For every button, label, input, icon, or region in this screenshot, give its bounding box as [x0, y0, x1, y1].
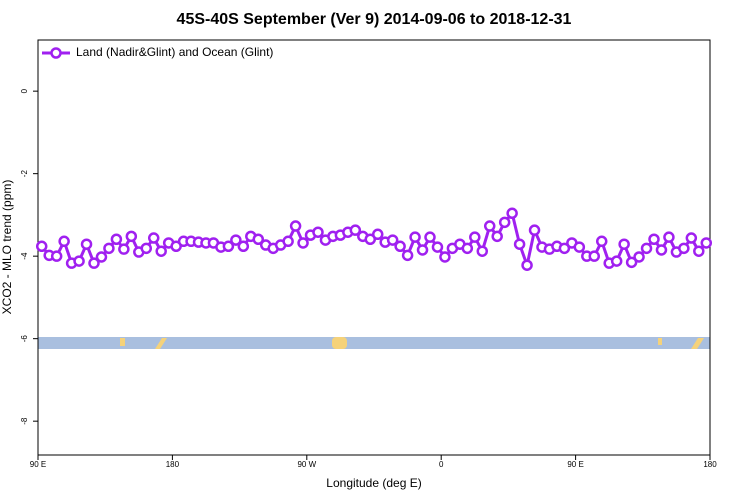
point: [222, 240, 235, 253]
y-tick-label: -8: [20, 417, 29, 425]
x-tick-label: 90 E: [567, 460, 583, 469]
point: [595, 235, 608, 248]
point: [655, 244, 668, 256]
point: [416, 244, 429, 256]
x-tick-label: 180: [703, 460, 717, 469]
chart-title: 45S-40S September (Ver 9) 2014-09-06 to …: [177, 11, 572, 28]
land-patch: [691, 338, 704, 349]
land-ocean-strip: [38, 337, 710, 349]
point: [401, 249, 414, 262]
y-tick-label: -2: [20, 170, 29, 178]
point: [125, 230, 138, 243]
point: [170, 240, 182, 253]
land-patch: [120, 338, 125, 346]
point: [35, 240, 48, 253]
point: [147, 232, 160, 244]
point: [513, 238, 526, 250]
land-patch: [332, 337, 347, 349]
y-tick-label: -6: [20, 335, 29, 343]
ocean-band: [38, 337, 710, 349]
point: [110, 233, 123, 245]
point: [371, 228, 384, 241]
point: [80, 238, 93, 250]
point: [483, 220, 496, 232]
x-axis-label: Longitude (deg E): [326, 476, 421, 490]
point: [521, 259, 533, 271]
point: [252, 233, 265, 245]
point: [663, 231, 675, 243]
point: [439, 251, 451, 263]
point: [528, 224, 541, 236]
point: [693, 245, 705, 257]
legend: Land (Nadir&Glint) and Ocean (Glint): [42, 45, 273, 59]
point: [424, 231, 436, 243]
point: [625, 256, 638, 269]
point: [155, 245, 167, 257]
x-tick-label: 90 E: [30, 460, 46, 469]
point: [118, 243, 130, 255]
point: [297, 237, 309, 249]
point: [588, 250, 601, 262]
point: [95, 251, 108, 263]
x-tick-label: 90 W: [297, 460, 316, 469]
point: [386, 234, 399, 246]
point: [618, 238, 630, 250]
point: [50, 250, 63, 262]
point: [409, 231, 421, 243]
point: [506, 207, 518, 220]
point: [58, 235, 70, 248]
point: [678, 242, 690, 255]
point: [700, 237, 713, 249]
point: [237, 240, 250, 253]
point: [364, 233, 377, 245]
point: [633, 251, 645, 263]
point: [648, 233, 660, 245]
y-axis-label: XCO2 - MLO trend (ppm): [0, 180, 14, 315]
point: [282, 235, 294, 248]
point: [498, 216, 511, 229]
point: [476, 245, 489, 257]
legend-marker: [50, 47, 62, 59]
point: [140, 242, 153, 255]
y-tick-label: -4: [20, 252, 29, 260]
point: [394, 240, 406, 253]
land-patch: [155, 338, 167, 349]
point: [610, 255, 623, 267]
point: [73, 255, 85, 267]
point: [685, 232, 698, 244]
point: [431, 241, 444, 253]
point: [289, 220, 302, 232]
point: [640, 242, 653, 255]
point: [88, 257, 100, 269]
land-patch: [658, 338, 662, 345]
legend-label: Land (Nadir&Glint) and Ocean (Glint): [76, 45, 273, 59]
x-tick-label: 180: [166, 460, 180, 469]
point: [558, 242, 571, 255]
point: [230, 234, 242, 246]
x-tick-label: 0: [439, 460, 444, 469]
point: [312, 226, 324, 238]
y-tick-label: 0: [20, 88, 29, 93]
point: [349, 224, 362, 236]
point: [491, 230, 503, 243]
point: [461, 242, 474, 255]
point: [103, 242, 115, 255]
point: [469, 231, 481, 243]
point: [573, 241, 586, 253]
